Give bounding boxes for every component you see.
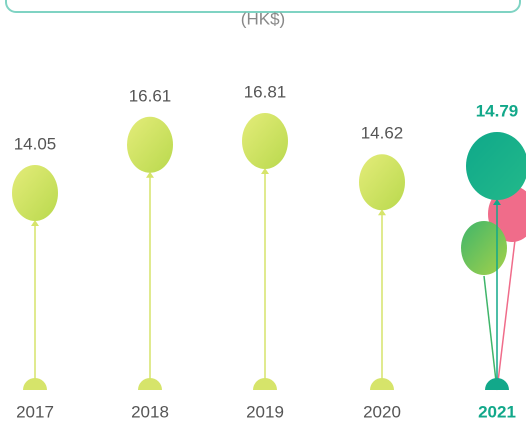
x-tick-label: 2020 <box>363 402 401 421</box>
balloon-base <box>485 378 509 390</box>
balloon-base <box>253 378 277 390</box>
balloon-body <box>242 113 288 169</box>
value-label: 14.05 <box>14 134 57 153</box>
balloon-base <box>23 378 47 390</box>
balloon-body <box>359 154 405 210</box>
value-label: 14.79 <box>476 102 519 121</box>
balloon-base <box>138 378 162 390</box>
balloon <box>359 154 405 390</box>
value-label: 16.81 <box>244 82 287 101</box>
x-tick-label: 2019 <box>246 402 284 421</box>
x-tick-label: 2018 <box>131 402 169 421</box>
balloon <box>242 113 288 390</box>
chart: (HK$) 14.05 2017 16.61 2018 16.81 2019 14.62 20… <box>0 0 526 427</box>
balloon <box>12 165 58 390</box>
value-label: 14.62 <box>361 124 404 143</box>
balloon-base <box>370 378 394 390</box>
balloon-body <box>466 132 526 200</box>
x-tick-label: 2021 <box>478 402 516 421</box>
x-tick-label: 2017 <box>16 402 54 421</box>
balloon-body <box>12 165 58 221</box>
subtitle: (HK$) <box>241 9 285 28</box>
decoration <box>461 186 526 390</box>
value-label: 16.61 <box>129 86 172 105</box>
balloon <box>127 117 173 390</box>
balloon-body <box>127 117 173 173</box>
